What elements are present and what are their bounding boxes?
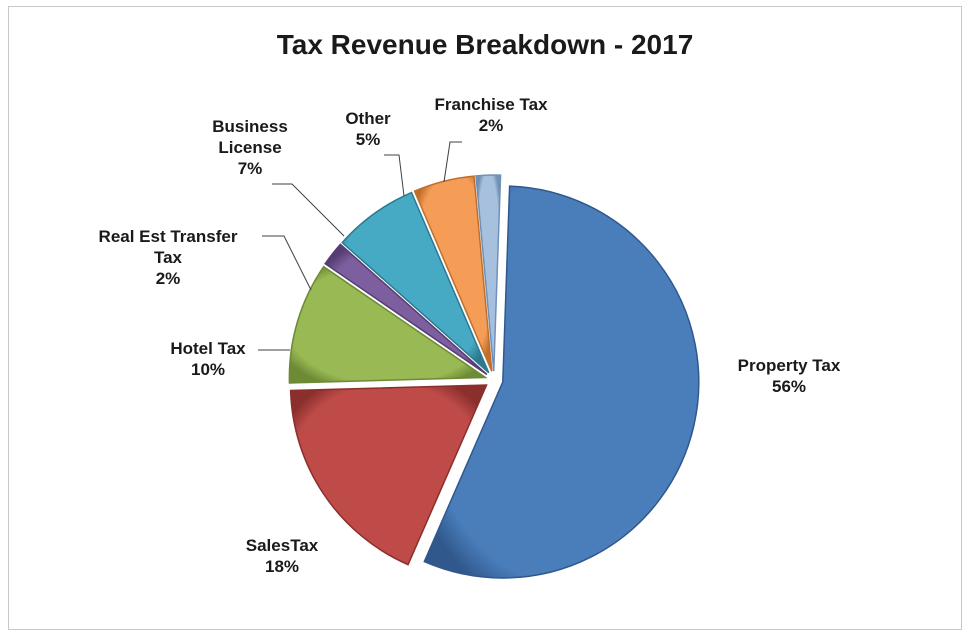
slice-label: Franchise Tax 2%: [434, 95, 548, 135]
slice-label: Hotel Tax 10%: [170, 339, 246, 379]
pie-slice-real-est-transfer-tax: [324, 243, 488, 376]
slice-label: Other 5%: [345, 109, 391, 149]
pie-slice-salestax: [289, 384, 488, 566]
pie-slice-hotel-tax: [288, 265, 488, 384]
pie-slice-business-license: [341, 191, 490, 374]
slice-label: Business License 7%: [212, 117, 288, 178]
chart-title: Tax Revenue Breakdown - 2017: [276, 29, 694, 60]
slice-label: Real Est Transfer Tax 2%: [99, 227, 238, 288]
pie-slice-property-tax: [423, 185, 700, 579]
leader-line: [262, 235, 312, 291]
slice-label: Property Tax 56%: [738, 356, 841, 396]
pie-slice-franchise-tax: [475, 174, 502, 372]
leader-line: [443, 141, 462, 183]
leader-line: [272, 183, 345, 237]
slice-label: SalesTax 18%: [246, 536, 319, 576]
leader-line: [384, 154, 405, 197]
